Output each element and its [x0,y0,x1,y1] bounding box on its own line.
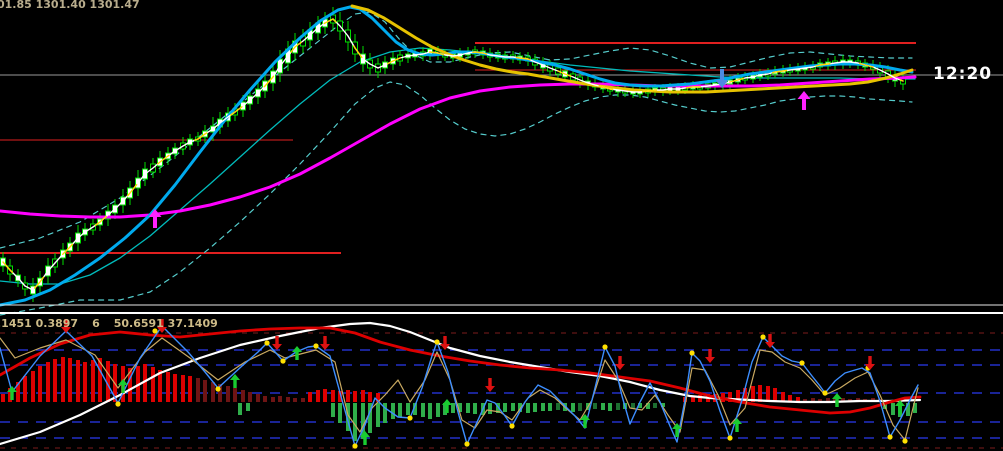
sell-signal-arrows [61,319,875,392]
magenta-slow-ma [0,75,917,219]
osc-yellow-line [0,337,919,441]
indicator-value-right: 50.6591 37.1409 [113,317,218,330]
buy-signal-arrows [7,346,905,445]
indicator-level-lines [0,332,1003,449]
main-signal-arrows [148,69,811,228]
thick-yellow-ma [350,4,914,94]
indicator-value-mid: 6 [92,317,100,330]
indicator-value-left: .1451 0.3897 [0,317,79,330]
main-horizontal-lines [0,42,1003,254]
thick-blue-ma [0,5,914,307]
bollinger-lower-band [0,81,913,316]
panel-red-ma [0,326,922,415]
indicator-values-label: .1451 0.3897 6 50.6591 37.1409 [0,317,218,330]
panel-separator [0,304,1003,314]
bollinger-upper-band [0,11,913,249]
quote-prices-label: 01.85 1301.40 1301.47 [0,0,140,11]
oscillator-turn-dots [115,328,908,449]
slow-cyan-ma [0,47,916,285]
indicator-histogram [1,357,917,441]
panel-white-ma [0,321,922,446]
time-label: 12:20 [933,64,993,84]
fast-white-ma [2,18,904,291]
